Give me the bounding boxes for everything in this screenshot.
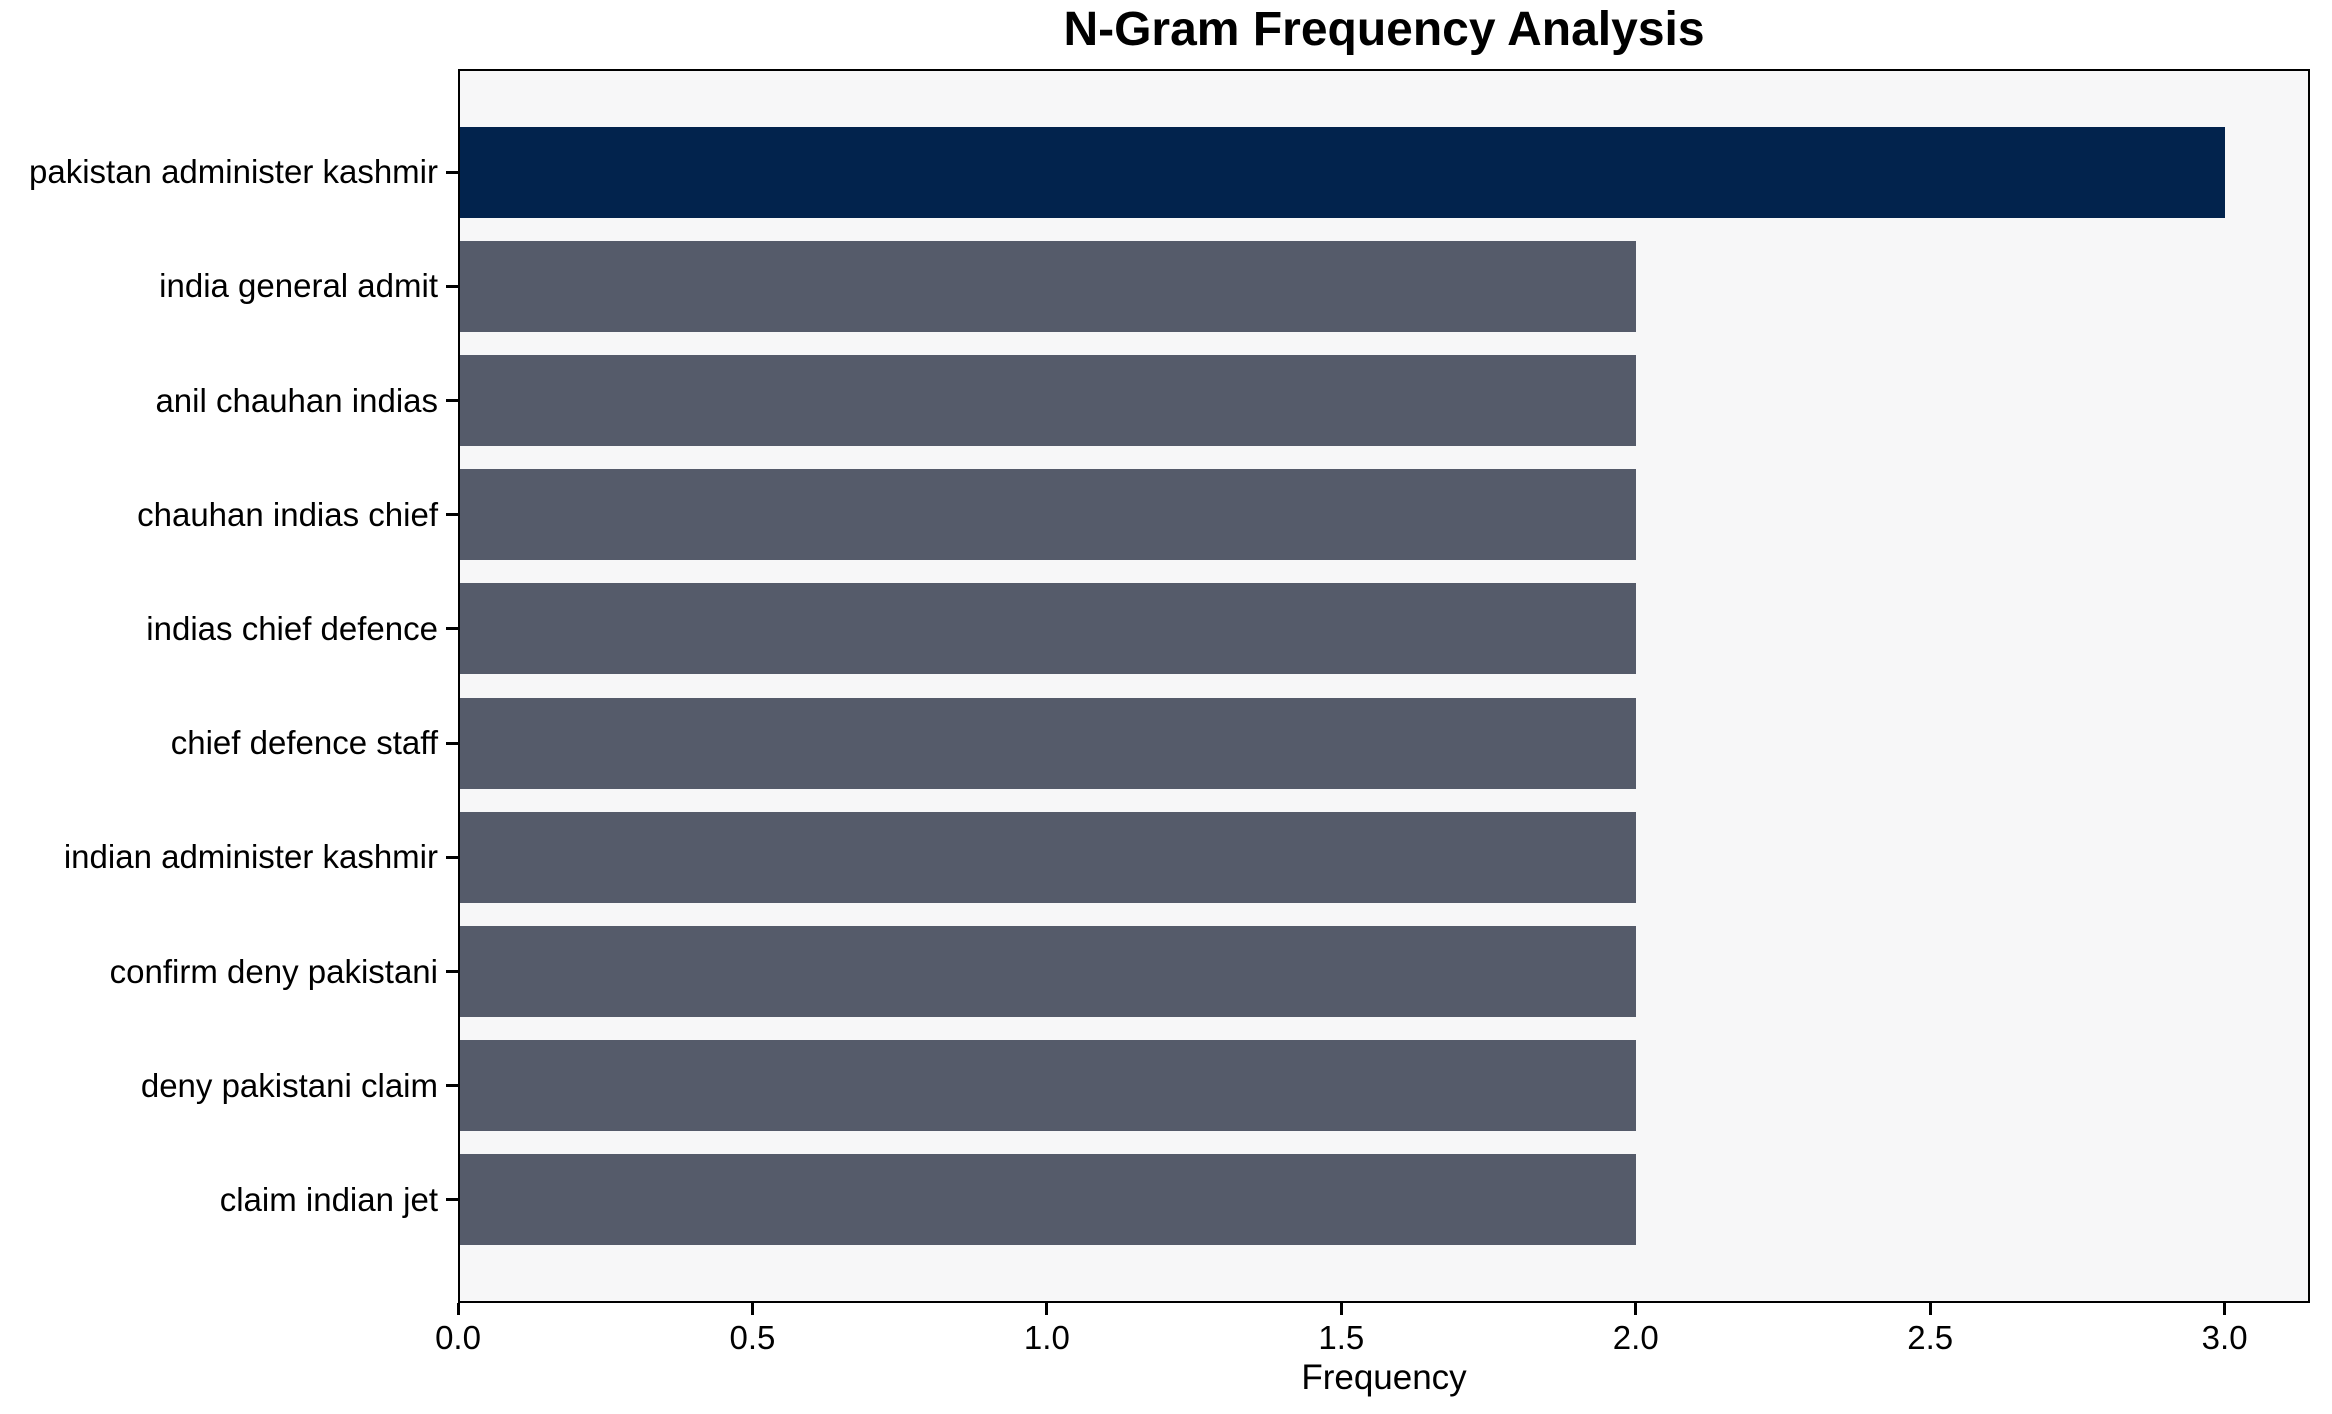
y-tick-mark bbox=[446, 1084, 458, 1088]
y-tick-label: india general admit bbox=[159, 267, 438, 305]
y-tick-mark bbox=[446, 1198, 458, 1202]
x-tick-label: 1.5 bbox=[1318, 1319, 1365, 1356]
y-tick-mark bbox=[446, 741, 458, 745]
x-tick-label: 0.5 bbox=[729, 1319, 776, 1356]
y-tick-mark bbox=[446, 855, 458, 859]
bar bbox=[460, 926, 1636, 1017]
y-tick-label: deny pakistani claim bbox=[140, 1066, 438, 1104]
y-tick-label: confirm deny pakistani bbox=[109, 952, 438, 990]
bar bbox=[460, 583, 1636, 675]
y-tick-label: anil chauhan indias bbox=[155, 381, 438, 419]
bar bbox=[460, 811, 1636, 903]
y-tick-mark bbox=[446, 170, 458, 174]
y-tick-mark bbox=[446, 399, 458, 402]
x-tick-mark bbox=[1045, 1303, 1049, 1315]
x-tick-mark bbox=[1928, 1303, 1932, 1315]
x-tick-label: 2.0 bbox=[1612, 1319, 1659, 1356]
y-tick-label: indias chief defence bbox=[146, 609, 438, 647]
x-tick-label: 2.5 bbox=[1907, 1319, 1954, 1356]
bar bbox=[460, 697, 1636, 789]
y-tick-label: chauhan indias chief bbox=[137, 495, 438, 533]
y-tick-mark bbox=[446, 513, 458, 517]
bar bbox=[460, 126, 2225, 218]
x-tick-mark bbox=[750, 1303, 754, 1315]
bar bbox=[460, 1040, 1636, 1132]
y-tick-mark bbox=[446, 627, 458, 631]
x-tick-mark bbox=[456, 1303, 460, 1315]
x-tick-label: 1.0 bbox=[1023, 1319, 1070, 1356]
y-tick-label: claim indian jet bbox=[219, 1180, 438, 1218]
bar bbox=[460, 469, 1636, 561]
y-tick-mark bbox=[446, 970, 458, 973]
x-tick-mark bbox=[1634, 1303, 1638, 1315]
bar bbox=[460, 240, 1636, 332]
x-tick-label: 3.0 bbox=[2201, 1319, 2248, 1356]
x-tick-label: 0.0 bbox=[435, 1319, 481, 1356]
x-axis-label: Frequency bbox=[1301, 1358, 1467, 1397]
bar bbox=[460, 1154, 1636, 1246]
y-tick-label: indian administer kashmir bbox=[63, 838, 438, 876]
x-tick-mark bbox=[1339, 1303, 1343, 1315]
x-tick-mark bbox=[2223, 1303, 2227, 1315]
y-tick-label: pakistan administer kashmir bbox=[29, 153, 438, 191]
y-tick-mark bbox=[446, 284, 458, 288]
chart-title: N-Gram Frequency Analysis bbox=[1063, 3, 1705, 56]
y-tick-label: chief defence staff bbox=[170, 724, 438, 762]
bar bbox=[460, 355, 1636, 446]
